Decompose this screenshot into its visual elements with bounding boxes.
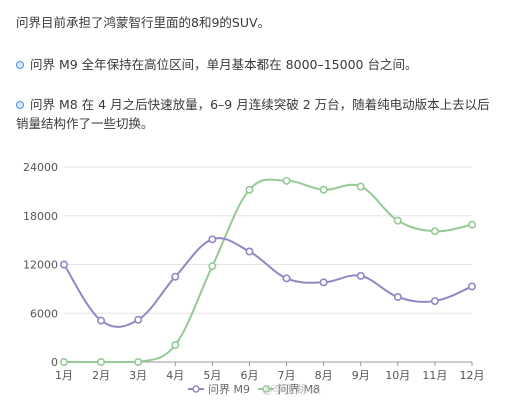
x-tick-label-3: 4月 [166,369,184,382]
point-m9-11 [467,282,476,291]
point-m9-8 [356,271,365,280]
point-m8-11 [467,220,476,229]
legend-marker-m8 [262,385,270,393]
point-m8-1 [97,358,106,367]
point-m9-0 [59,260,68,269]
bullet-m8: 问界 M8 在 4 月之后快速放量，6–9 月连续突破 2 万台，随着纯电动版本… [16,95,500,133]
x-tick-label-6: 7月 [278,369,296,382]
point-m9-3 [171,272,180,281]
point-m8-4 [208,262,217,271]
point-m8-2 [134,358,143,367]
point-m9-6 [282,274,291,283]
bullet-circle-icon [16,101,24,109]
y-tick-label-0: 0 [51,356,58,369]
point-m8-0 [59,358,68,367]
point-m9-5 [245,247,254,256]
legend-marker-m9 [192,385,200,393]
x-tick-label-9: 10月 [385,369,410,382]
point-m9-9 [393,293,402,302]
point-m8-8 [356,182,365,191]
point-m8-10 [430,227,439,236]
x-tick-label-1: 2月 [92,369,110,382]
bullet-m8-text: 问界 M8 在 4 月之后快速放量，6–9 月连续突破 2 万台，随着纯电动版本… [16,97,490,131]
point-m8-3 [171,340,180,349]
x-tick-label-11: 12月 [460,369,485,382]
y-tick-label-4: 24000 [23,161,58,174]
point-m9-2 [134,315,143,324]
point-m8-9 [393,216,402,225]
x-tick-label-5: 6月 [240,369,258,382]
bullet-m9-text: 问界 M9 全年保持在高位区间，单月基本都在 8000–15000 台之间。 [30,57,418,72]
point-m9-7 [319,278,328,287]
intro-text: 问界目前承担了鸿蒙智行里面的8和9的SUV。 [16,15,271,30]
y-tick-label-2: 12000 [23,259,58,272]
y-tick-label-3: 18000 [23,210,58,223]
point-m8-7 [319,185,328,194]
x-tick-label-4: 5月 [203,369,221,382]
y-tick-label-1: 6000 [30,307,58,320]
point-m9-10 [430,297,439,306]
point-m9-1 [97,316,106,325]
sales-chart: 0 6000 12000 18000 24000 1月 2月 3月 4月 5月 6月 7月 8月 9月 10… [0,150,514,400]
series-line-m8 [64,178,473,363]
line-chart-svg: 0 6000 12000 18000 24000 1月 2月 3月 4月 5月 6月 7月 8月 9月 10… [23,161,485,396]
point-m9-4 [208,235,217,244]
point-m8-6 [282,176,291,185]
point-m8-5 [245,185,254,194]
watermark-text: @李玉湖-焱 [262,382,321,396]
x-tick-label-2: 3月 [129,369,147,382]
legend-label-m9: 问界 M9 [208,383,250,396]
bullet-circle-icon [16,61,24,69]
x-tick-label-10: 11月 [422,369,447,382]
x-tick-label-7: 8月 [315,369,333,382]
x-tick-label-0: 1月 [55,369,73,382]
bullet-m9: 问界 M9 全年保持在高位区间，单月基本都在 8000–15000 台之间。 [16,55,500,74]
x-tick-label-8: 9月 [352,369,370,382]
legend-label-m8: 问界 M8 [278,383,320,396]
